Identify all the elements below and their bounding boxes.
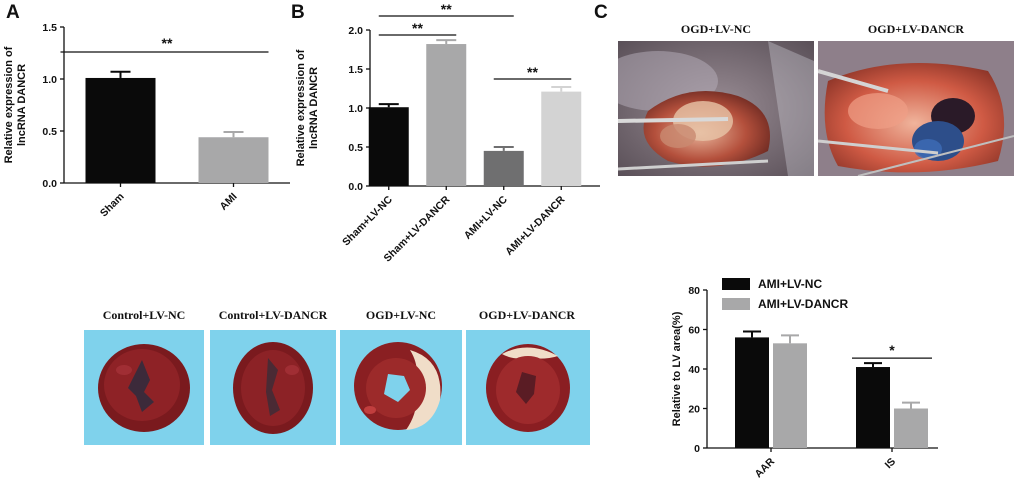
legend-item: AMI+LV-NC bbox=[722, 275, 848, 293]
panel-label-a: A bbox=[6, 2, 20, 23]
y-tick-label: 1.0 bbox=[348, 103, 363, 115]
y-axis-label-line: lncRNA DANCR bbox=[308, 67, 320, 149]
significance-label: ** bbox=[412, 20, 423, 36]
y-axis-label-line: lncRNA DANCR bbox=[16, 64, 28, 146]
y-tick-label: 1.5 bbox=[42, 22, 57, 34]
bar bbox=[773, 343, 807, 448]
y-axis-label: Relative expression oflncRNA DANCR bbox=[295, 49, 320, 166]
significance-label: ** bbox=[527, 64, 538, 80]
x-tick-label: IS bbox=[883, 456, 899, 472]
y-tick-label: 0.0 bbox=[42, 178, 57, 190]
heart-slice-control-lv-nc bbox=[84, 330, 204, 445]
bar bbox=[856, 367, 890, 448]
legend-label: AMI+LV-DANCR bbox=[758, 297, 849, 311]
legend-swatch bbox=[722, 278, 750, 290]
photo-caption: Control+LV-DANCR bbox=[218, 308, 328, 322]
y-tick-label: 2.0 bbox=[348, 25, 363, 37]
chart-c: 0 20 40 60 80 Relative to LV area(%) AAR IS * bbox=[671, 285, 938, 480]
y-tick-label: 0.5 bbox=[42, 126, 57, 138]
surgery-photo-image bbox=[618, 41, 814, 176]
chart-a: 0.0 0.5 1.0 1.5 Relative expression oflncRNA… bbox=[3, 22, 290, 220]
x-tick-label: Sham bbox=[98, 191, 127, 220]
bar bbox=[894, 408, 928, 448]
y-axis-label-line: Relative expression of bbox=[295, 49, 307, 166]
surgery-photo-image bbox=[818, 41, 1014, 176]
chart-c-legend: AMI+LV-NC AMI+LV-DANCR bbox=[722, 275, 848, 315]
bar bbox=[426, 44, 467, 186]
legend-swatch bbox=[722, 298, 750, 310]
x-tick-label: AMI bbox=[218, 191, 240, 213]
heart-slice-ogd-lv-dancr bbox=[466, 330, 590, 445]
y-tick-label: 0 bbox=[694, 443, 700, 455]
y-tick-label: 20 bbox=[688, 404, 700, 416]
legend-label: AMI+LV-NC bbox=[758, 277, 823, 291]
x-tick-label: AAR bbox=[753, 455, 778, 480]
photo-caption: OGD+LV-NC bbox=[365, 308, 437, 322]
heart-slice-image bbox=[98, 344, 190, 432]
bar bbox=[483, 150, 524, 186]
photo-caption: OGD+LV-NC bbox=[680, 22, 752, 36]
photo-caption: Control+LV-NC bbox=[102, 308, 186, 322]
photo-caption: OGD+LV-DANCR bbox=[478, 308, 576, 322]
bar bbox=[541, 91, 582, 186]
significance-label: * bbox=[889, 342, 895, 358]
x-tick-label: Sham+LV-NC bbox=[340, 193, 395, 248]
x-tick-label: AMI+LV-NC bbox=[462, 193, 510, 241]
y-axis-label-line: Relative expression of bbox=[3, 46, 15, 163]
surgery-photo-ogd-lv-nc bbox=[618, 41, 814, 176]
heart-slice-image bbox=[233, 342, 313, 434]
x-tick-label: AMI+LV-DANCR bbox=[503, 193, 568, 258]
significance-label: ** bbox=[441, 1, 452, 17]
surgery-photo-ogd-lv-dancr bbox=[818, 41, 1014, 176]
heart-slice-image bbox=[486, 344, 570, 432]
y-tick-label: 80 bbox=[688, 285, 700, 297]
heart-slice-control-lv-dancr bbox=[210, 330, 336, 445]
y-tick-label: 60 bbox=[688, 325, 700, 337]
bar bbox=[735, 337, 769, 448]
heart-slice-image bbox=[354, 342, 442, 430]
y-axis-label: Relative expression oflncRNA DANCR bbox=[3, 46, 28, 163]
heart-slice-ogd-lv-nc bbox=[340, 330, 462, 445]
y-tick-label: 0.5 bbox=[348, 142, 363, 154]
y-tick-label: 40 bbox=[688, 364, 700, 376]
y-tick-label: 0.0 bbox=[348, 181, 363, 193]
panel-label-c: C bbox=[594, 2, 608, 23]
bar bbox=[368, 107, 409, 186]
panel-label-b: B bbox=[291, 2, 305, 23]
photo-caption: OGD+LV-DANCR bbox=[867, 22, 965, 36]
y-tick-label: 1.5 bbox=[348, 64, 363, 76]
legend-item: AMI+LV-DANCR bbox=[722, 295, 848, 313]
y-tick-label: 1.0 bbox=[42, 74, 57, 86]
bar bbox=[198, 137, 269, 183]
significance-label: ** bbox=[162, 35, 173, 51]
chart-b: 0.0 0.5 1.0 1.5 2.0 Relative expression oflnc… bbox=[295, 1, 600, 264]
y-axis-label: Relative to LV area(%) bbox=[671, 311, 683, 426]
bar bbox=[85, 77, 156, 183]
